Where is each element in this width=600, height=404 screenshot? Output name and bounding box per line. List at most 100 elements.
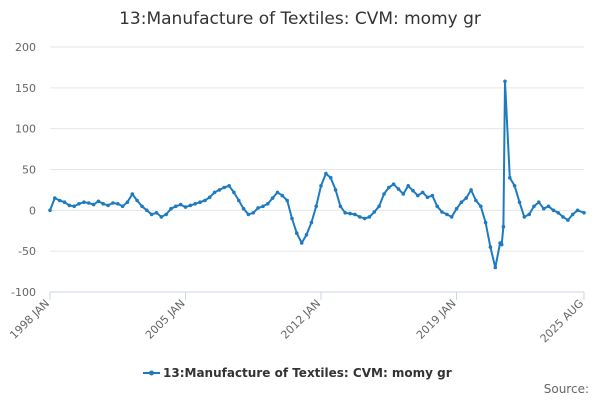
data-point[interactable] xyxy=(140,204,144,209)
data-point[interactable] xyxy=(338,204,343,209)
data-point[interactable] xyxy=(401,192,406,196)
data-point[interactable] xyxy=(501,224,506,229)
data-point[interactable] xyxy=(575,208,580,213)
data-point[interactable] xyxy=(440,210,444,214)
data-point[interactable] xyxy=(348,211,352,216)
data-point[interactable] xyxy=(295,231,299,235)
data-point[interactable] xyxy=(62,200,67,204)
data-point[interactable] xyxy=(420,190,425,195)
data-point[interactable] xyxy=(304,233,309,237)
data-point[interactable] xyxy=(86,201,91,205)
data-point[interactable] xyxy=(77,202,81,206)
series-line[interactable] xyxy=(49,80,585,269)
data-point[interactable] xyxy=(546,204,551,209)
data-point[interactable] xyxy=(72,204,76,209)
data-point[interactable] xyxy=(169,206,173,211)
data-point[interactable] xyxy=(435,204,440,209)
data-point[interactable] xyxy=(159,215,164,219)
data-point[interactable] xyxy=(445,212,449,217)
data-point[interactable] xyxy=(353,212,357,217)
data-point[interactable] xyxy=(343,211,348,215)
data-point[interactable] xyxy=(319,184,323,188)
data-point[interactable] xyxy=(106,203,110,208)
data-point[interactable] xyxy=(333,188,338,192)
data-point[interactable] xyxy=(275,190,280,195)
data-point[interactable] xyxy=(469,188,473,192)
data-point[interactable] xyxy=(48,208,52,213)
data-point[interactable] xyxy=(527,212,531,217)
data-point[interactable] xyxy=(517,200,522,204)
data-point[interactable] xyxy=(566,218,570,222)
data-point[interactable] xyxy=(449,215,454,219)
data-point[interactable] xyxy=(556,211,560,215)
credits-text[interactable]: Source: xyxy=(544,382,589,396)
data-point[interactable] xyxy=(149,212,154,217)
data-point[interactable] xyxy=(362,216,367,221)
data-point[interactable] xyxy=(82,200,86,204)
data-point[interactable] xyxy=(551,208,556,213)
data-point[interactable] xyxy=(358,215,362,219)
data-point[interactable] xyxy=(459,200,464,204)
data-point[interactable] xyxy=(116,202,120,206)
data-point[interactable] xyxy=(488,245,493,249)
data-point[interactable] xyxy=(314,204,319,209)
data-point[interactable] xyxy=(570,212,575,217)
data-point[interactable] xyxy=(232,190,236,195)
data-point[interactable] xyxy=(425,195,430,200)
data-point[interactable] xyxy=(198,200,202,204)
data-point[interactable] xyxy=(561,215,565,219)
data-point[interactable] xyxy=(154,211,159,215)
data-point[interactable] xyxy=(479,204,483,209)
data-point[interactable] xyxy=(241,206,246,211)
data-point[interactable] xyxy=(464,196,469,200)
data-point[interactable] xyxy=(290,216,294,221)
data-point[interactable] xyxy=(111,201,115,205)
data-point[interactable] xyxy=(503,79,507,84)
data-point[interactable] xyxy=(430,193,435,198)
data-point[interactable] xyxy=(130,192,135,196)
data-point[interactable] xyxy=(145,208,149,213)
legend[interactable]: 13:Manufacture of Textiles: CVM: momy gr xyxy=(143,366,452,380)
data-point[interactable] xyxy=(454,206,459,211)
data-point[interactable] xyxy=(416,193,420,198)
data-point[interactable] xyxy=(246,212,251,217)
data-point[interactable] xyxy=(537,200,541,204)
data-point[interactable] xyxy=(387,185,391,190)
data-point[interactable] xyxy=(299,241,304,245)
data-point[interactable] xyxy=(270,196,275,200)
data-point[interactable] xyxy=(582,211,586,215)
data-point[interactable] xyxy=(280,193,285,198)
data-point[interactable] xyxy=(391,182,396,186)
data-point[interactable] xyxy=(266,202,270,206)
data-point[interactable] xyxy=(522,215,527,219)
data-point[interactable] xyxy=(483,220,488,225)
data-point[interactable] xyxy=(120,204,125,209)
data-point[interactable] xyxy=(541,206,546,211)
data-point[interactable] xyxy=(57,198,62,203)
data-point[interactable] xyxy=(227,184,231,188)
data-point[interactable] xyxy=(217,188,222,192)
data-point[interactable] xyxy=(411,188,415,193)
data-point[interactable] xyxy=(508,175,512,180)
data-point[interactable] xyxy=(183,205,188,209)
data-point[interactable] xyxy=(261,204,265,209)
data-point[interactable] xyxy=(203,198,207,203)
data-point[interactable] xyxy=(512,184,517,188)
data-point[interactable] xyxy=(67,203,72,208)
data-point[interactable] xyxy=(91,202,96,207)
data-point[interactable] xyxy=(324,171,328,176)
data-point[interactable] xyxy=(309,220,314,225)
data-point[interactable] xyxy=(285,198,290,203)
data-point[interactable] xyxy=(367,215,372,219)
data-point[interactable] xyxy=(474,198,478,203)
data-point[interactable] xyxy=(532,204,536,209)
data-point[interactable] xyxy=(164,212,168,217)
data-point[interactable] xyxy=(188,203,193,208)
data-point[interactable] xyxy=(96,199,101,204)
data-point[interactable] xyxy=(256,206,260,210)
data-point[interactable] xyxy=(377,204,381,209)
data-point[interactable] xyxy=(372,210,377,214)
data-point[interactable] xyxy=(251,211,256,215)
data-point[interactable] xyxy=(135,198,139,203)
data-point[interactable] xyxy=(178,202,183,207)
